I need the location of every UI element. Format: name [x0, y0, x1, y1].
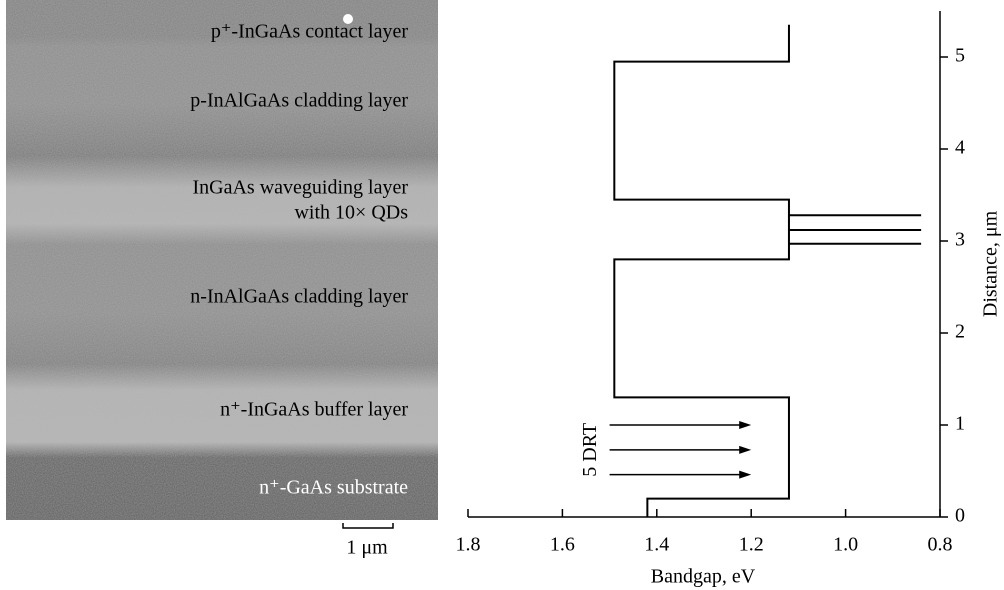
x-axis-title: Bandgap, eV: [651, 566, 756, 588]
x-tick-label: 1.2: [739, 534, 764, 556]
y-axis-title: Distance, μm: [980, 210, 1002, 317]
image-noise: [6, 0, 438, 520]
y-tick-label: 0: [955, 505, 965, 527]
scale-bar: [342, 523, 394, 529]
layer-label: n⁺-GaAs substrate: [259, 477, 408, 499]
x-tick-label: 1.8: [456, 534, 481, 556]
x-tick-label: 1.0: [833, 534, 858, 556]
layer-label: n-InAlGaAs cladding layer: [190, 286, 408, 308]
y-tick-label: 1: [955, 413, 965, 435]
x-tick-label: 0.8: [928, 534, 953, 556]
profile-line: [613, 24, 790, 517]
particle: [343, 14, 353, 24]
y-tick-label: 4: [955, 137, 965, 159]
arrow-head: [739, 470, 752, 479]
sem-image: p⁺-InGaAs contact layer p-InAlGaAs cladd…: [6, 0, 438, 520]
x-tick-label: 1.6: [550, 534, 575, 556]
layer-label: with 10× QDs: [294, 202, 408, 224]
y-tick-label: 2: [955, 321, 965, 343]
y-tick-label: 3: [955, 229, 965, 251]
x-tick-label: 1.4: [644, 534, 669, 556]
layer-label: p-InAlGaAs cladding layer: [190, 90, 408, 112]
scale-bar-label: 1 μm: [346, 537, 388, 559]
arrow-head: [739, 445, 752, 454]
layer-label: p⁺-InGaAs contact layer: [211, 21, 408, 43]
layer-label: n⁺-InGaAs buffer layer: [220, 399, 408, 421]
arrow-head: [739, 421, 752, 429]
y-tick-label: 5: [955, 45, 965, 67]
layer-label: InGaAs waveguiding layer: [193, 177, 409, 199]
annotation: 5 DRT: [579, 423, 601, 477]
